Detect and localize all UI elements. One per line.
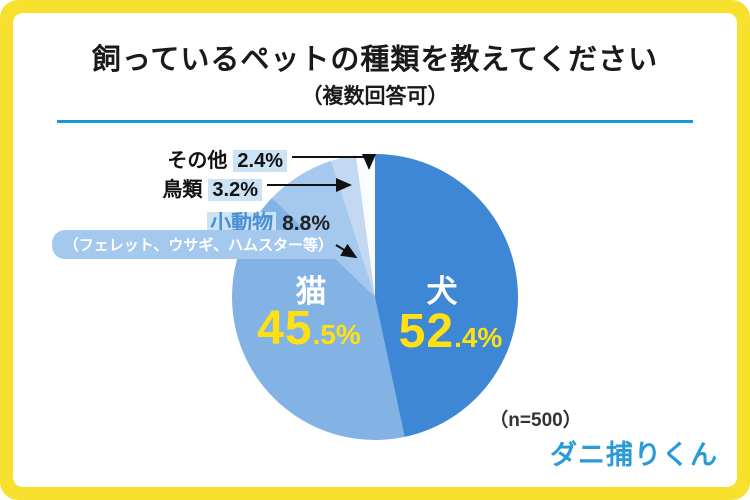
pie-chart (232, 154, 518, 440)
callout-bird-value: 3.2% (208, 179, 262, 201)
callout-other-value: 2.4% (233, 150, 287, 172)
callout-other-label: その他 (167, 150, 228, 172)
callout-small-animals: 小動物 8.8% (207, 207, 330, 237)
pie-value-dog-frac: .4% (454, 322, 503, 353)
pie-value-dog: 52.4% (368, 304, 533, 359)
callout-small-animals-label: 小動物 (207, 212, 277, 235)
chart-subtitle: （複数回答可） (301, 85, 449, 108)
pie-value-dog-int: 52 (398, 305, 455, 358)
callout-small-animals-value: 8.8% (282, 212, 330, 235)
callout-bird-label: 鳥類 (162, 179, 203, 201)
brand-logo: ダニ捕りくん (550, 440, 718, 470)
pie-value-cat: 45.5% (229, 301, 389, 356)
pie-label-dog: 犬 (426, 274, 458, 309)
sample-size-label: （n=500） (489, 410, 582, 431)
callout-other: その他 2.4% (167, 144, 287, 173)
chart-title: 飼っているペットの種類を教えてください (91, 44, 659, 76)
pie-label-cat: 猫 (295, 274, 327, 309)
callout-bird: 鳥類 3.2% (162, 173, 262, 202)
divider-line (57, 120, 693, 123)
small-animals-note-pill: （フェレット、ウサギ、ハムスター等） (51, 230, 345, 259)
pie-value-cat-int: 45 (257, 302, 313, 355)
pie-value-cat-frac: .5% (312, 319, 361, 350)
